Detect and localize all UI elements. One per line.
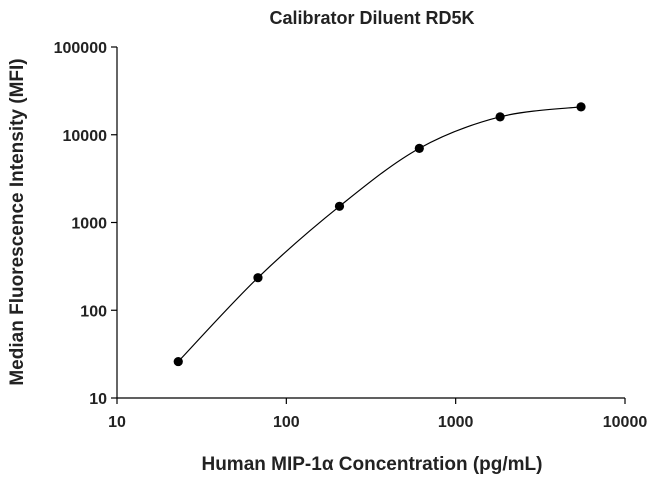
data-point: [414, 143, 424, 153]
data-points: [173, 102, 586, 367]
data-point: [576, 102, 586, 112]
plot-area: 10 100 1000 10000 100000 10 100 1000 10000: [54, 40, 648, 431]
y-tick-label: 100000: [54, 40, 107, 57]
y-tick-label: 100: [80, 303, 107, 320]
chart-title: Calibrator Diluent RD5K: [269, 8, 474, 28]
data-point: [253, 273, 263, 283]
y-axis-ticks: 10 100 1000 10000 100000: [54, 40, 117, 408]
y-tick-label: 10000: [63, 128, 108, 145]
y-tick-label: 1000: [71, 216, 107, 233]
x-tick-label: 100: [273, 414, 300, 431]
data-point: [495, 112, 505, 122]
y-tick-label: 10: [89, 391, 107, 408]
x-tick-label: 10000: [603, 414, 648, 431]
x-tick-label: 10: [108, 414, 126, 431]
x-axis-ticks: 10 100 1000 10000: [108, 398, 647, 431]
y-axis-label: Median Fluorescence Intensity (MFI): [7, 58, 28, 385]
x-axis-label: Human MIP-1α Concentration (pg/mL): [201, 454, 542, 475]
data-point: [173, 356, 183, 367]
x-tick-label: 1000: [438, 414, 474, 431]
data-point: [334, 201, 345, 211]
fit-curve: [177, 106, 582, 362]
